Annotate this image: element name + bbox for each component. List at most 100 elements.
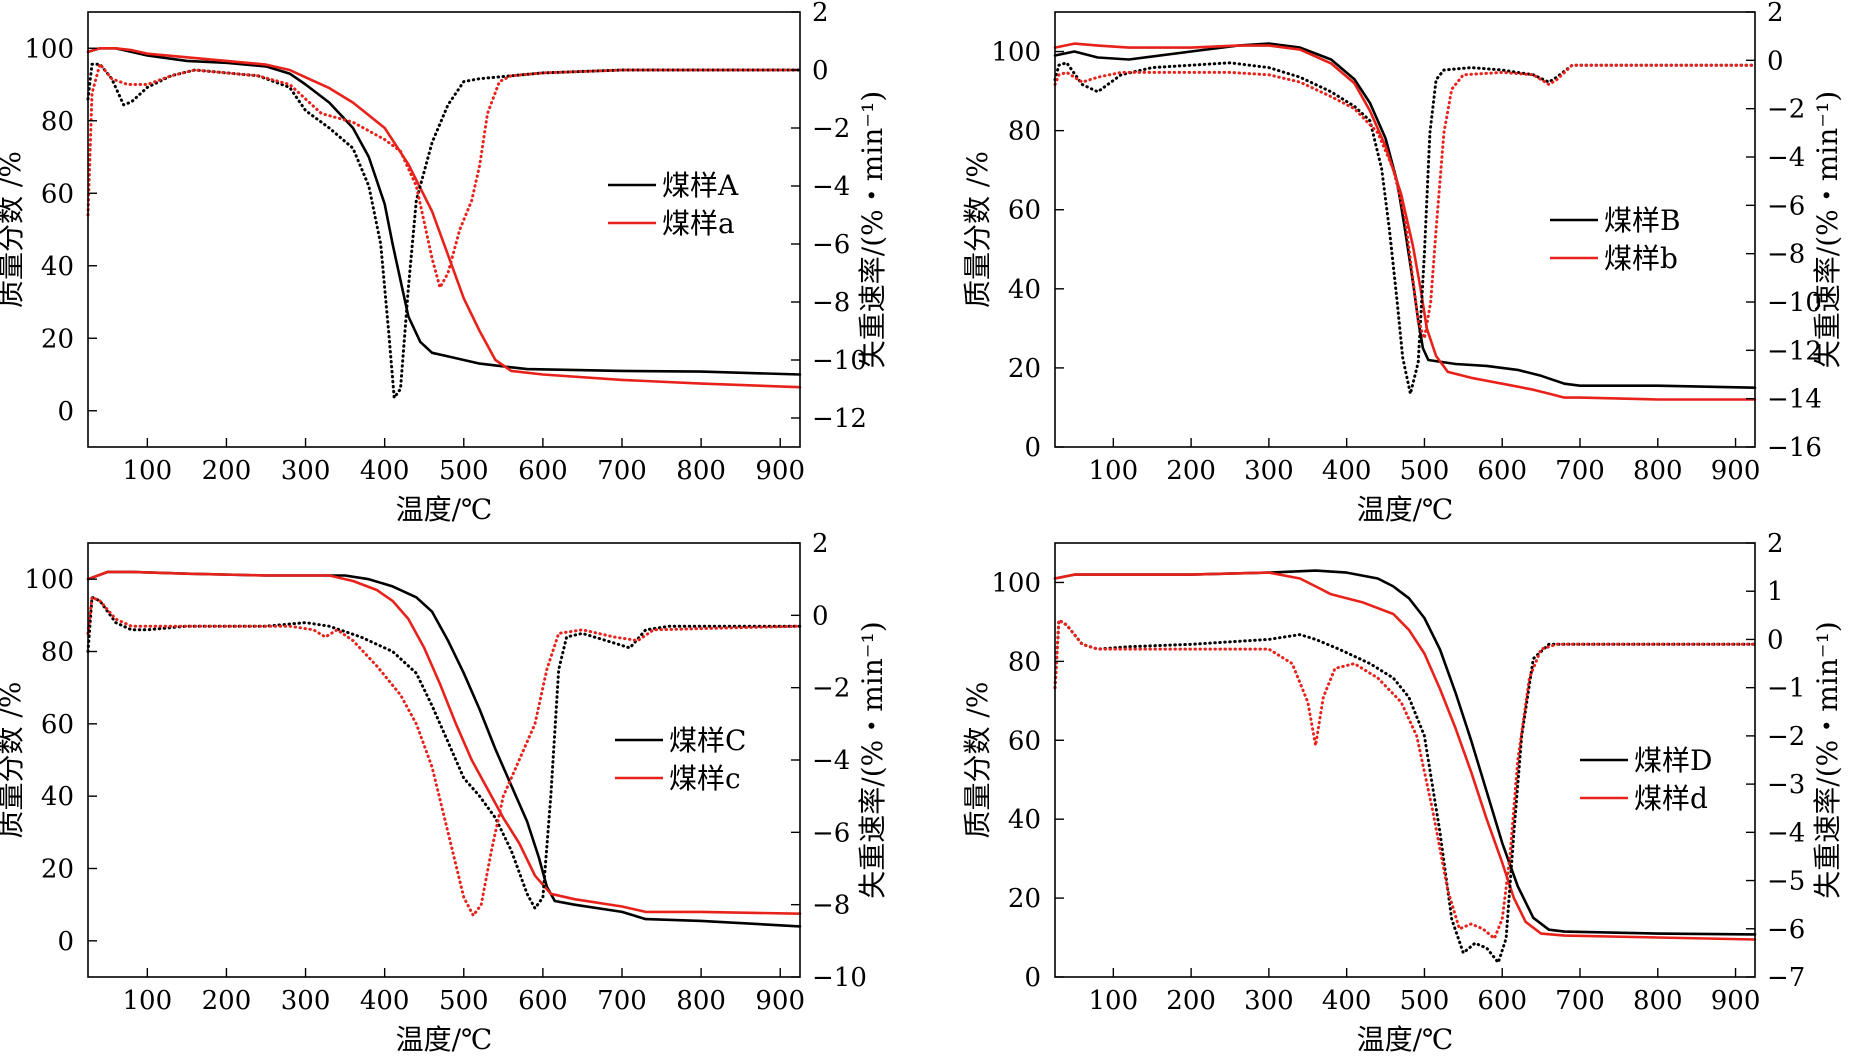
series-group bbox=[86, 47, 802, 400]
series-dotted-red-4 bbox=[1053, 618, 1757, 940]
x-tick-label: 700 bbox=[1555, 986, 1605, 1016]
y2-tick-label: −12 bbox=[1767, 336, 1822, 366]
y-axis-label: 质量分数 /% bbox=[961, 682, 994, 839]
y-axis-label: 质量分数 /% bbox=[0, 151, 27, 308]
y-tick-label: 20 bbox=[41, 324, 74, 354]
x-tick-label: 600 bbox=[1477, 456, 1527, 486]
y2-tick-label: −10 bbox=[1767, 288, 1822, 318]
x-tick-label: 100 bbox=[1089, 986, 1139, 1016]
x-tick-label: 900 bbox=[1711, 456, 1761, 486]
x-tick-label: 700 bbox=[597, 456, 647, 486]
series-line-煤样a bbox=[86, 47, 802, 389]
x-tick-label: 800 bbox=[676, 456, 726, 486]
x-tick-label: 300 bbox=[1244, 986, 1294, 1016]
x-tick-label: 400 bbox=[1322, 986, 1372, 1016]
x-tick-label: 900 bbox=[1711, 986, 1761, 1016]
legend-label-煤样c: 煤样c bbox=[669, 762, 741, 795]
y-tick-label: 80 bbox=[41, 107, 74, 137]
series-line-煤样A bbox=[86, 47, 802, 376]
x-tick-label: 700 bbox=[1555, 456, 1605, 486]
y-tick-label: 100 bbox=[24, 34, 74, 64]
y-tick-label: 0 bbox=[1024, 963, 1041, 993]
x-tick-label: 600 bbox=[518, 456, 568, 486]
y2-tick-label: 0 bbox=[812, 56, 829, 86]
x-axis-label: 温度/℃ bbox=[1357, 493, 1454, 526]
x-tick-label: 500 bbox=[439, 986, 489, 1016]
y2-tick-label: −4 bbox=[1767, 818, 1805, 848]
y2-tick-label: −10 bbox=[812, 963, 867, 993]
y2-tick-label: −6 bbox=[1767, 915, 1805, 945]
y2-tick-label: −8 bbox=[812, 288, 850, 318]
y2-tick-label: −6 bbox=[812, 230, 850, 260]
y2-tick-label: −16 bbox=[1767, 433, 1822, 463]
x-tick-label: 800 bbox=[1633, 456, 1683, 486]
x-tick-label: 300 bbox=[1244, 456, 1294, 486]
y-tick-label: 20 bbox=[1008, 884, 1041, 914]
x-tick-label: 500 bbox=[1400, 986, 1450, 1016]
y2-tick-label: −8 bbox=[812, 891, 850, 921]
series-group bbox=[86, 570, 802, 928]
x-tick-label: 600 bbox=[1477, 986, 1527, 1016]
y2-tick-label: −1 bbox=[1767, 674, 1805, 704]
y2-tick-label: −5 bbox=[1767, 867, 1805, 897]
y-tick-label: 20 bbox=[41, 855, 74, 885]
x-tick-label: 100 bbox=[1089, 456, 1139, 486]
plot-frame bbox=[1054, 542, 1756, 978]
y-tick-label: 100 bbox=[991, 568, 1041, 598]
y2-tick-label: 0 bbox=[1767, 625, 1784, 655]
legend-label-煤样C: 煤样C bbox=[669, 724, 746, 757]
y2-tick-label: −12 bbox=[812, 404, 867, 434]
chart-panel-3: 100 200 300 400 500 600 700 800 900温度/℃020406080… bbox=[0, 529, 889, 1056]
legend-label-煤样D: 煤样D bbox=[1634, 744, 1712, 777]
y-tick-label: 40 bbox=[41, 252, 74, 282]
y-axis-label: 质量分数 /% bbox=[0, 682, 27, 839]
y-tick-label: 40 bbox=[1008, 805, 1041, 835]
plot-frame bbox=[1054, 11, 1756, 448]
y2-tick-label: 0 bbox=[1767, 46, 1784, 76]
legend: 煤样B 煤样b bbox=[1550, 204, 1681, 275]
x-tick-label: 800 bbox=[1633, 986, 1683, 1016]
y2-tick-label: 2 bbox=[1767, 0, 1784, 28]
y-tick-label: 40 bbox=[1008, 275, 1041, 305]
y2-tick-label: −2 bbox=[812, 674, 850, 704]
y2-tick-label: −4 bbox=[812, 172, 850, 202]
series-group bbox=[1053, 569, 1757, 964]
y2-tick-label: −2 bbox=[1767, 722, 1805, 752]
y2-tick-label: −10 bbox=[812, 346, 867, 376]
y-tick-label: 100 bbox=[991, 38, 1041, 68]
y-tick-label: 80 bbox=[1008, 647, 1041, 677]
x-tick-label: 300 bbox=[281, 456, 331, 486]
series-dotted-red-4 bbox=[1053, 63, 1757, 340]
x-tick-label: 100 bbox=[123, 456, 173, 486]
y-tick-label: 20 bbox=[1008, 354, 1041, 384]
x-tick-label: 200 bbox=[202, 986, 252, 1016]
x-tick-label: 500 bbox=[1400, 456, 1450, 486]
y-tick-label: 60 bbox=[1008, 196, 1041, 226]
y2-tick-label: −14 bbox=[1767, 385, 1822, 415]
x-tick-label: 400 bbox=[360, 986, 410, 1016]
series-dotted-black-3 bbox=[86, 595, 802, 910]
x-tick-label: 200 bbox=[1166, 986, 1216, 1016]
x-tick-label: 900 bbox=[755, 986, 805, 1016]
x-tick-label: 900 bbox=[755, 456, 805, 486]
y2-tick-label: −2 bbox=[1767, 95, 1805, 125]
y-tick-label: 0 bbox=[57, 397, 74, 427]
legend-label-煤样A: 煤样A bbox=[662, 169, 739, 202]
series-dotted-black-3 bbox=[1053, 61, 1757, 396]
x-axis-label: 温度/℃ bbox=[1357, 1023, 1454, 1056]
y2-tick-label: 2 bbox=[812, 0, 829, 28]
x-tick-label: 400 bbox=[360, 456, 410, 486]
legend: 煤样C 煤样c bbox=[615, 724, 746, 795]
y2-axis-label: 失重速率/(%・min⁻¹) bbox=[856, 621, 889, 898]
y2-tick-label: −8 bbox=[1767, 240, 1805, 270]
legend: 煤样A 煤样a bbox=[608, 169, 739, 240]
x-tick-label: 800 bbox=[676, 986, 726, 1016]
y2-tick-label: −6 bbox=[812, 818, 850, 848]
series-line-煤样c bbox=[86, 570, 802, 915]
plot-frame bbox=[87, 11, 801, 448]
legend-label-煤样b: 煤样b bbox=[1604, 242, 1678, 275]
y2-tick-label: −7 bbox=[1767, 963, 1805, 993]
x-tick-label: 200 bbox=[1166, 456, 1216, 486]
y-tick-label: 60 bbox=[1008, 726, 1041, 756]
